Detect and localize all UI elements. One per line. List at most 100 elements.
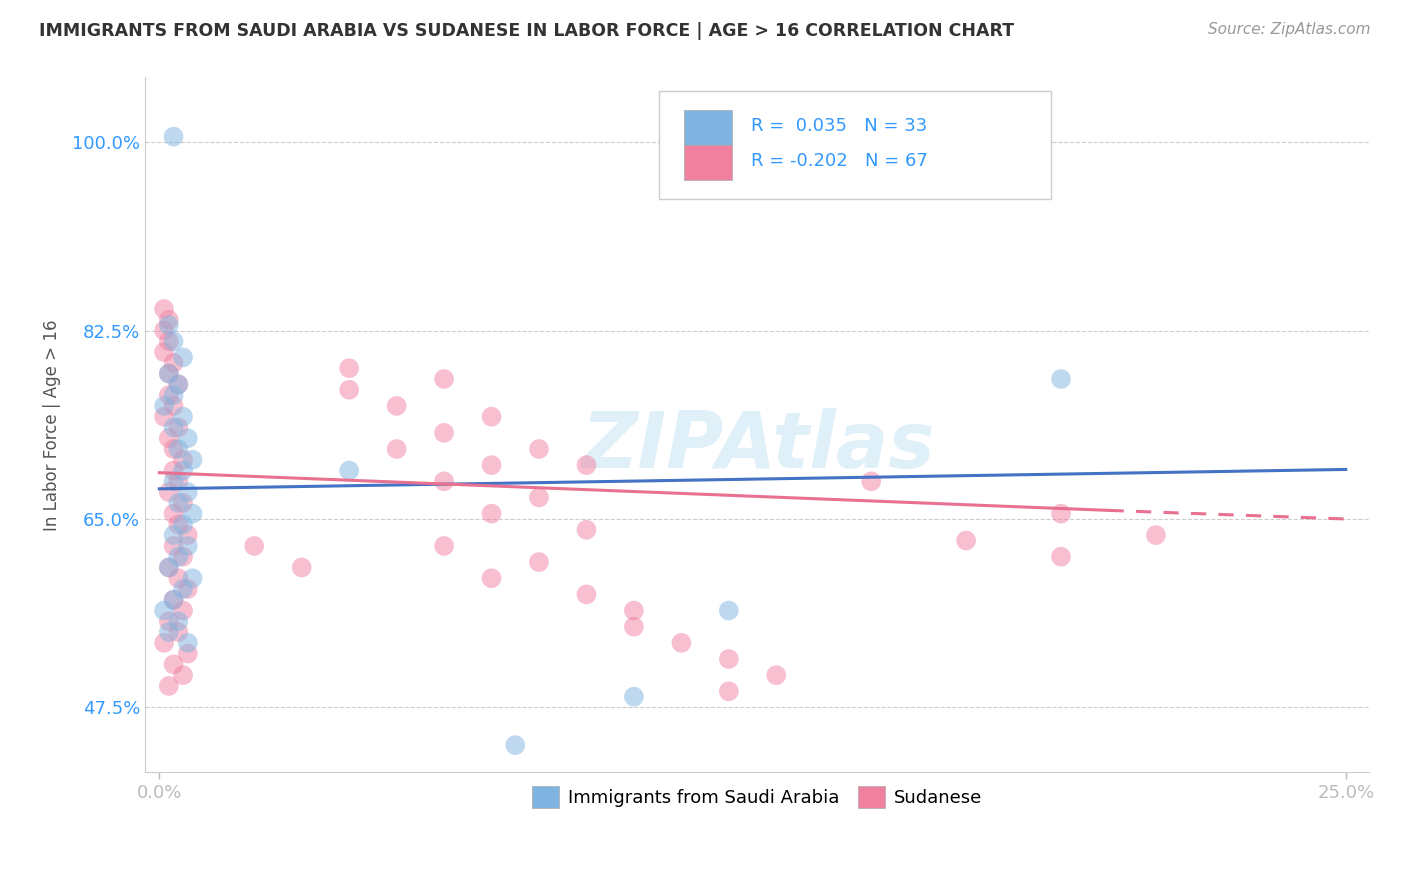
Point [177, 647, 200, 661]
Y-axis label: In Labor Force | Age > 16: In Labor Force | Age > 16 [44, 319, 60, 531]
FancyBboxPatch shape [683, 111, 731, 145]
Point [172, 351, 194, 365]
Text: R =  0.035   N = 33: R = 0.035 N = 33 [751, 117, 928, 135]
Point [162, 475, 184, 489]
Point [172, 409, 194, 424]
Point [167, 377, 190, 392]
Point [181, 507, 204, 521]
Point [167, 377, 190, 392]
Point [157, 367, 180, 381]
Point [503, 738, 526, 752]
Point [153, 324, 176, 338]
Point [157, 560, 180, 574]
Point [167, 571, 190, 585]
Point [157, 388, 180, 402]
Point [717, 603, 740, 617]
Point [157, 312, 180, 326]
Point [717, 684, 740, 698]
Point [167, 615, 190, 629]
Point [177, 485, 200, 500]
Point [181, 452, 204, 467]
Point [167, 549, 190, 564]
Point [481, 507, 503, 521]
Point [177, 539, 200, 553]
FancyBboxPatch shape [683, 145, 731, 179]
Text: R = -0.202   N = 67: R = -0.202 N = 67 [751, 152, 928, 169]
Point [527, 555, 550, 569]
Point [337, 361, 360, 376]
Point [481, 571, 503, 585]
Point [167, 442, 190, 456]
Point [177, 582, 200, 596]
Point [575, 458, 598, 472]
Point [162, 463, 184, 477]
Point [717, 652, 740, 666]
Point [157, 625, 180, 640]
Point [385, 442, 408, 456]
Point [172, 463, 194, 477]
Point [153, 345, 176, 359]
Point [955, 533, 977, 548]
Point [157, 334, 180, 349]
Point [157, 679, 180, 693]
Point [385, 399, 408, 413]
Point [575, 523, 598, 537]
Point [157, 560, 180, 574]
Point [162, 442, 184, 456]
Point [433, 372, 456, 386]
Point [433, 539, 456, 553]
Point [575, 587, 598, 601]
Point [162, 420, 184, 434]
Point [162, 657, 184, 672]
FancyBboxPatch shape [659, 91, 1052, 199]
Point [162, 592, 184, 607]
Point [177, 431, 200, 445]
Point [337, 463, 360, 477]
Point [172, 517, 194, 532]
Point [157, 615, 180, 629]
Point [172, 452, 194, 467]
Point [167, 420, 190, 434]
Point [153, 603, 176, 617]
Point [162, 399, 184, 413]
Point [162, 356, 184, 370]
Point [172, 549, 194, 564]
Legend: Immigrants from Saudi Arabia, Sudanese: Immigrants from Saudi Arabia, Sudanese [524, 779, 990, 815]
Text: ZIPAtlas: ZIPAtlas [581, 408, 934, 483]
Point [162, 528, 184, 542]
Point [172, 496, 194, 510]
Text: IMMIGRANTS FROM SAUDI ARABIA VS SUDANESE IN LABOR FORCE | AGE > 16 CORRELATION C: IMMIGRANTS FROM SAUDI ARABIA VS SUDANESE… [39, 22, 1015, 40]
Point [433, 475, 456, 489]
Point [153, 636, 176, 650]
Text: Source: ZipAtlas.com: Source: ZipAtlas.com [1208, 22, 1371, 37]
Point [1050, 372, 1073, 386]
Point [172, 603, 194, 617]
Point [162, 507, 184, 521]
Point [623, 690, 645, 704]
Point [337, 383, 360, 397]
Point [623, 603, 645, 617]
Point [172, 582, 194, 596]
Point [167, 517, 190, 532]
Point [527, 442, 550, 456]
Point [157, 431, 180, 445]
Point [167, 625, 190, 640]
Point [167, 475, 190, 489]
Point [527, 491, 550, 505]
Point [1050, 549, 1073, 564]
Point [181, 571, 204, 585]
Point [162, 388, 184, 402]
Point [157, 318, 180, 333]
Point [153, 399, 176, 413]
Point [623, 620, 645, 634]
Point [172, 668, 194, 682]
Point [481, 409, 503, 424]
Point [860, 475, 883, 489]
Point [153, 301, 176, 316]
Point [291, 560, 314, 574]
Point [177, 528, 200, 542]
Point [671, 636, 693, 650]
Point [433, 425, 456, 440]
Point [157, 367, 180, 381]
Point [157, 485, 180, 500]
